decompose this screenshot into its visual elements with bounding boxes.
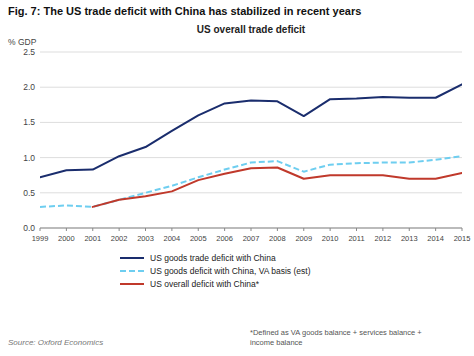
x-tick bbox=[382, 228, 383, 231]
grid bbox=[40, 52, 462, 228]
x-tick bbox=[145, 228, 146, 231]
x-tick-label: 2008 bbox=[269, 234, 286, 243]
x-tick-label: 2006 bbox=[216, 234, 233, 243]
legend: US goods trade deficit with China US good… bbox=[120, 253, 311, 289]
x-tick-label: 1999 bbox=[32, 234, 49, 243]
x-tick-label: 2011 bbox=[348, 234, 364, 243]
x-tick-label: 2012 bbox=[375, 234, 392, 243]
x-tick-label: 2007 bbox=[243, 234, 260, 243]
y-tick-label: 1.5 bbox=[23, 117, 35, 127]
x-tick-label: 2002 bbox=[111, 234, 128, 243]
x-tick bbox=[171, 228, 172, 231]
x-tick bbox=[198, 228, 199, 231]
grid-line bbox=[40, 52, 462, 53]
x-tick bbox=[251, 228, 252, 231]
x-tick bbox=[119, 228, 120, 231]
x-tick bbox=[462, 228, 463, 231]
x-tick-label: 2003 bbox=[137, 234, 154, 243]
x-tick bbox=[409, 228, 410, 231]
x-tick bbox=[40, 228, 41, 231]
x-tick bbox=[277, 228, 278, 231]
x-tick bbox=[224, 228, 225, 231]
footnote: *Defined as VA goods balance + services … bbox=[250, 328, 422, 347]
x-tick-label: 2009 bbox=[295, 234, 312, 243]
y-axis-label: % GDP bbox=[8, 37, 37, 47]
grid-line bbox=[40, 192, 462, 193]
legend-label: US overall deficit with China* bbox=[150, 279, 260, 289]
x-tick-label: 2000 bbox=[58, 234, 75, 243]
x-tick-label: 2005 bbox=[190, 234, 207, 243]
legend-swatch bbox=[120, 257, 144, 259]
series-line bbox=[93, 167, 462, 206]
chart: Fig. 7: The US trade deficit with China … bbox=[0, 0, 474, 356]
grid-line bbox=[40, 157, 462, 158]
legend-label: US goods deficit with China, VA basis (e… bbox=[150, 266, 311, 276]
y-tick-label: 0.0 bbox=[23, 223, 35, 233]
grid-line bbox=[40, 122, 462, 123]
x-tick-label: 2013 bbox=[401, 234, 418, 243]
x-tick bbox=[435, 228, 436, 231]
series-line bbox=[40, 156, 462, 207]
y-tick-label: 1.0 bbox=[23, 153, 35, 163]
grid-line bbox=[40, 87, 462, 88]
x-tick-label: 2010 bbox=[322, 234, 339, 243]
footnote-line: income balance bbox=[250, 338, 303, 347]
x-tick-label: 2004 bbox=[164, 234, 181, 243]
source: Source: Oxford Economics bbox=[8, 338, 103, 347]
x-tick bbox=[330, 228, 331, 231]
y-tick-label: 2.0 bbox=[23, 82, 35, 92]
x-tick bbox=[92, 228, 93, 231]
x-tick bbox=[303, 228, 304, 231]
title: Fig. 7: The US trade deficit with China … bbox=[8, 5, 361, 17]
x-tick-label: 2015 bbox=[454, 234, 471, 243]
legend-swatch bbox=[120, 283, 144, 285]
x-tick-label: 2001 bbox=[84, 234, 101, 243]
y-tick-label: 2.5 bbox=[23, 47, 35, 57]
x-tick bbox=[66, 228, 67, 231]
legend-label: US goods trade deficit with China bbox=[150, 253, 276, 263]
lines bbox=[40, 84, 462, 207]
legend-swatch bbox=[120, 270, 144, 272]
x-tick-label: 2014 bbox=[427, 234, 444, 243]
footnote-line: *Defined as VA goods balance + services … bbox=[250, 328, 422, 337]
x-tick bbox=[356, 228, 357, 231]
subtitle: US overall trade deficit bbox=[197, 24, 306, 35]
y-tick-label: 0.5 bbox=[23, 188, 35, 198]
